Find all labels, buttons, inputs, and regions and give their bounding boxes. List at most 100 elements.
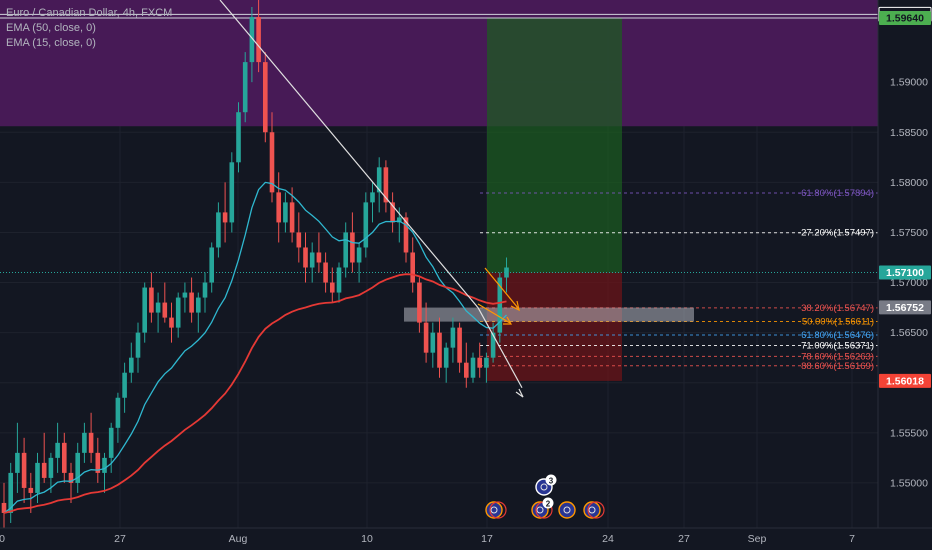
candle-body	[470, 357, 476, 378]
fib-level-label: 50.00%(1.56611)	[802, 317, 874, 328]
economic-event-icon	[583, 501, 601, 519]
descending-trendline	[219, 0, 479, 308]
candle-body	[162, 302, 168, 318]
candle-body	[169, 317, 174, 328]
candle-body	[82, 432, 87, 453]
candle-body	[430, 332, 436, 353]
candle-body	[175, 297, 181, 328]
candle-body	[129, 357, 134, 373]
candle-body	[289, 202, 295, 233]
price-tick: 1.59000	[890, 77, 928, 89]
candle-body	[356, 247, 362, 263]
candle-body	[283, 202, 288, 223]
event-count-badge	[545, 474, 557, 486]
event-count-text: 2	[546, 500, 551, 509]
candle-body	[363, 202, 369, 248]
resistance-zone	[0, 0, 878, 127]
ema50-legend: EMA (50, close, 0)	[6, 22, 96, 34]
candle-body	[102, 457, 107, 473]
candle-body	[490, 332, 496, 358]
time-tick: 10	[361, 533, 373, 545]
position-profit-zone	[487, 18, 622, 273]
candle-body	[269, 132, 275, 193]
candle-body	[122, 372, 127, 398]
price-label-box	[879, 300, 931, 315]
candle-body	[41, 462, 47, 478]
candle-body	[403, 217, 409, 253]
candle-body	[309, 252, 315, 268]
fib-level-label: -27.20%(1.57497)	[798, 228, 874, 239]
candle-body	[484, 357, 489, 368]
projection-line	[477, 307, 523, 389]
candle-body	[437, 332, 442, 368]
candle-body	[443, 347, 449, 368]
candle-body	[229, 162, 235, 223]
ema15-legend: EMA (15, close, 0)	[6, 37, 96, 49]
candle-body	[376, 167, 382, 193]
economic-event-icon	[558, 501, 576, 519]
price-label: 1.57100	[886, 267, 924, 279]
candle-body	[249, 17, 255, 63]
candle-body	[108, 427, 114, 458]
price-tick: 1.57500	[890, 227, 928, 239]
event-count-text: 3	[549, 477, 554, 486]
candle-body	[35, 462, 40, 493]
candle-body	[8, 472, 13, 513]
price-tick: 1.58500	[890, 127, 928, 139]
candle-body	[15, 452, 20, 473]
chart-legend: Euro / Canadian Dollar, 4h, FXCM EMA (50…	[6, 6, 172, 51]
candle-body	[209, 247, 214, 283]
candle-body	[336, 267, 342, 293]
fib-level-label: -61.80%(1.57894)	[798, 188, 874, 199]
candle-body	[95, 452, 101, 473]
candle-body	[115, 397, 121, 428]
economic-event-icon-inner	[588, 506, 596, 514]
time-tick: 7	[849, 533, 855, 545]
retest-zone	[404, 307, 694, 322]
pullback-arrowhead-2	[503, 316, 513, 325]
fib-level-label: 61.80%(1.56476)	[801, 330, 874, 341]
price-label: 1.56752	[886, 302, 924, 314]
ema50-line	[3, 273, 507, 514]
candle-body	[423, 322, 429, 353]
candle-body	[48, 457, 54, 478]
candle-body	[343, 232, 348, 268]
candle-body	[263, 62, 268, 133]
pullback-arrow	[484, 267, 519, 309]
time-tick: 17	[481, 533, 493, 545]
price-label-box	[879, 265, 931, 280]
candle-body	[55, 442, 60, 458]
candle-body	[417, 282, 422, 323]
candle-body	[330, 282, 335, 293]
candle-body	[464, 362, 469, 378]
candle-body	[457, 327, 462, 363]
event-count-badge	[542, 497, 554, 509]
candle-body	[350, 232, 355, 263]
candle-body	[504, 267, 509, 278]
candle-body	[216, 212, 221, 248]
candle-body	[242, 62, 248, 113]
ema15-line	[3, 181, 507, 514]
price-tick: 1.55000	[890, 477, 928, 489]
candle-body	[256, 17, 261, 63]
economic-event-icon-inner	[490, 506, 498, 514]
candle-body	[88, 432, 94, 453]
economic-event-icon-ring	[489, 501, 507, 519]
fib-level-label: 38.20%(1.56747)	[801, 303, 874, 314]
candle-body	[135, 332, 141, 358]
candle-body	[477, 357, 482, 368]
economic-event-icon-inner	[540, 483, 548, 491]
time-tick: Aug	[229, 533, 248, 545]
price-tick: 1.57000	[890, 277, 928, 289]
candle-body	[182, 292, 188, 298]
time-tick: 24	[602, 533, 614, 545]
candle-body	[142, 287, 147, 333]
economic-event-icon	[485, 501, 503, 519]
candle-body	[155, 302, 161, 313]
candle-body	[296, 232, 302, 248]
candle-body	[303, 247, 308, 268]
candle-body	[189, 292, 194, 313]
time-tick: Sep	[748, 533, 767, 545]
candle-body	[28, 487, 34, 493]
